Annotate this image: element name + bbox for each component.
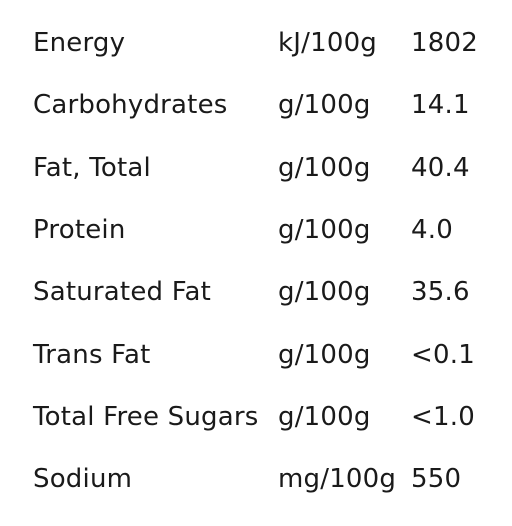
nutrient-value: 550 <box>411 464 462 495</box>
nutrition-table: Energy kJ/100g 1802 Carbohydrates g/100g… <box>33 12 503 510</box>
nutrient-name: Carbohydrates <box>33 90 228 121</box>
nutrient-row-fat-total: Fat, Total g/100g 40.4 <box>33 137 503 199</box>
nutrient-value: 35.6 <box>411 277 470 308</box>
nutrient-name: Saturated Fat <box>33 277 211 308</box>
nutrient-name: Protein <box>33 215 126 246</box>
nutrient-row-energy: Energy kJ/100g 1802 <box>33 12 503 74</box>
nutrient-row-carbohydrates: Carbohydrates g/100g 14.1 <box>33 74 503 136</box>
nutrient-row-trans-fat: Trans Fat g/100g <0.1 <box>33 323 503 385</box>
nutrient-row-protein: Protein g/100g 4.0 <box>33 199 503 261</box>
nutrient-value: 14.1 <box>411 90 470 121</box>
nutrient-unit: kJ/100g <box>278 28 378 59</box>
nutrient-row-saturated-fat: Saturated Fat g/100g 35.6 <box>33 261 503 323</box>
nutrient-name: Total Free Sugars <box>33 401 259 432</box>
nutrient-unit: g/100g <box>278 339 371 370</box>
nutrient-row-total-free-sugars: Total Free Sugars g/100g <1.0 <box>33 386 503 448</box>
nutrient-unit: g/100g <box>278 215 371 246</box>
nutrient-unit: g/100g <box>278 277 371 308</box>
nutrient-unit: g/100g <box>278 90 371 121</box>
nutrient-value: 1802 <box>411 28 478 59</box>
nutrient-name: Fat, Total <box>33 152 151 183</box>
nutrient-name: Sodium <box>33 464 133 495</box>
nutrient-unit: g/100g <box>278 401 371 432</box>
nutrient-value: 40.4 <box>411 152 470 183</box>
nutrient-row-sodium: Sodium mg/100g 550 <box>33 448 503 510</box>
nutrient-name: Energy <box>33 28 126 59</box>
nutrient-value: 4.0 <box>411 215 453 246</box>
nutrient-value: <1.0 <box>411 401 475 432</box>
nutrient-value: <0.1 <box>411 339 475 370</box>
nutrient-unit: g/100g <box>278 152 371 183</box>
nutrient-name: Trans Fat <box>33 339 151 370</box>
nutrient-unit: mg/100g <box>278 464 397 495</box>
